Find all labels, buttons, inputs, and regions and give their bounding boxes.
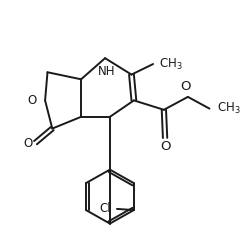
Text: O: O (180, 80, 191, 93)
Text: NH: NH (97, 65, 115, 78)
Text: Cl: Cl (100, 202, 111, 215)
Text: O: O (23, 137, 33, 150)
Text: CH$_3$: CH$_3$ (217, 101, 240, 116)
Text: O: O (28, 94, 37, 107)
Text: O: O (161, 140, 171, 153)
Text: CH$_3$: CH$_3$ (159, 56, 183, 72)
